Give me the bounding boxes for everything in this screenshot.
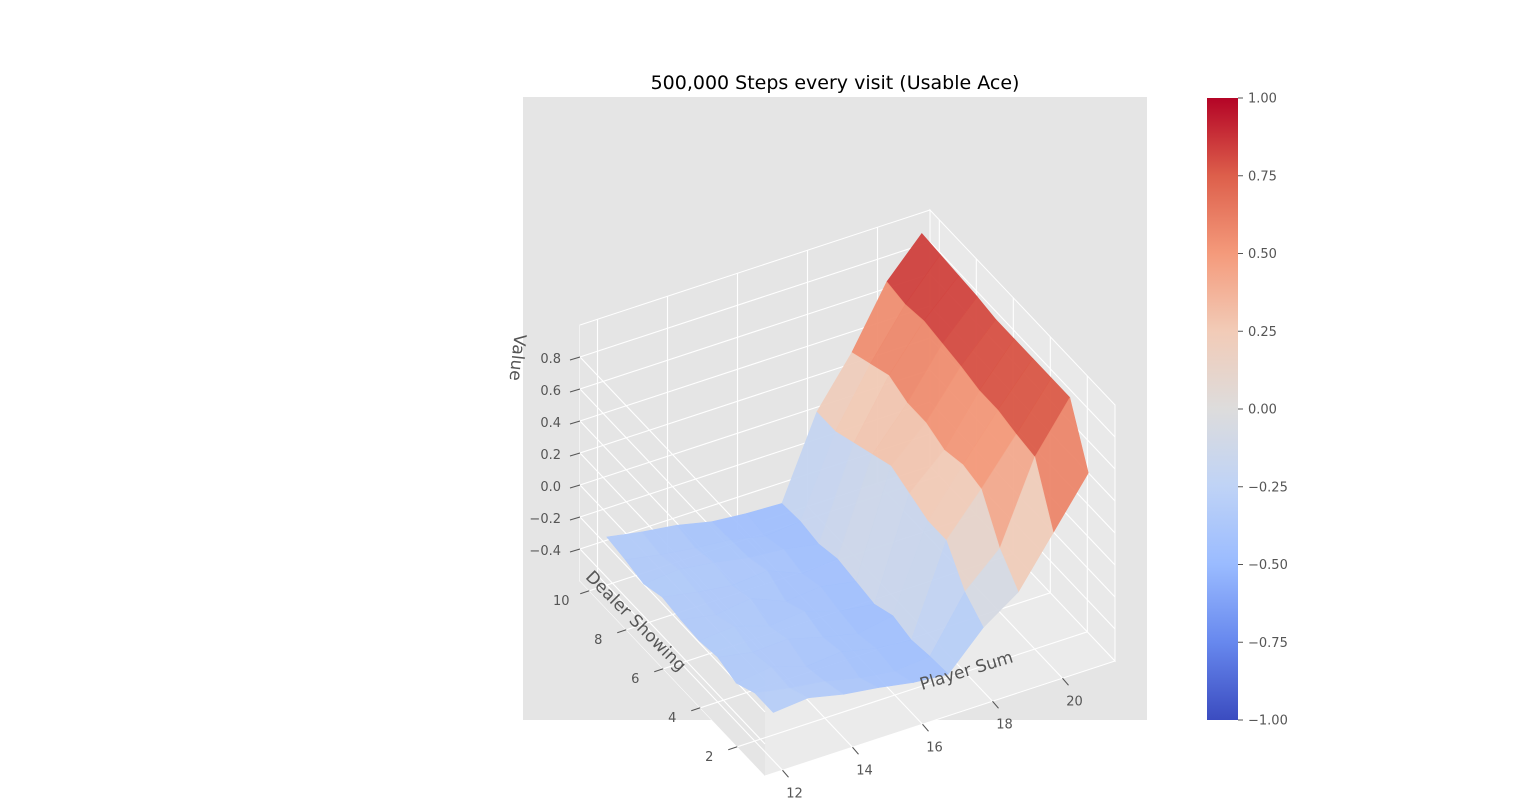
x-tick-mark — [922, 723, 929, 732]
z-axis-label: Value — [505, 333, 530, 382]
colorbar-tick-label: 1.00 — [1248, 92, 1277, 107]
z-tick-mark — [569, 452, 581, 457]
z-tick-label: 0.8 — [540, 352, 561, 367]
y-tick-mark — [728, 746, 738, 751]
colorbar-tick-label: −0.25 — [1248, 480, 1288, 495]
y-tick-mark — [654, 668, 664, 673]
x-tick-label: 18 — [996, 717, 1013, 732]
z-tick-mark — [569, 548, 581, 553]
y-tick-mark — [691, 707, 701, 712]
z-tick-label: 0.6 — [540, 384, 561, 399]
z-tick-label: −0.2 — [529, 512, 561, 527]
y-tick-mark — [617, 629, 627, 634]
y-tick-label: 2 — [705, 750, 713, 765]
x-tick-mark — [852, 746, 859, 755]
x-tick-mark — [782, 769, 789, 778]
z-tick-mark — [569, 388, 581, 393]
z-tick-mark — [569, 516, 581, 521]
x-tick-label: 20 — [1066, 694, 1083, 709]
colorbar-tick-label: 0.75 — [1248, 169, 1277, 184]
colorbar-tick-label: −0.75 — [1248, 636, 1288, 651]
colorbar-tick-label: −1.00 — [1248, 714, 1288, 729]
z-tick-label: 0.2 — [540, 448, 561, 463]
z-tick-mark — [569, 484, 581, 489]
colorbar-gradient — [1207, 98, 1238, 720]
z-tick-mark — [569, 420, 581, 425]
chart-title: 500,000 Steps every visit (Usable Ace) — [651, 72, 1020, 94]
x-gridline — [596, 319, 783, 771]
z-tick-label: −0.4 — [529, 544, 561, 559]
y-tick-label: 6 — [631, 672, 639, 687]
colorbar-tick-label: 0.00 — [1248, 403, 1277, 418]
x-tick-label: 16 — [926, 740, 943, 755]
surface — [606, 233, 1089, 713]
y-gridline — [737, 375, 1088, 748]
y-tick-label: 4 — [668, 711, 676, 726]
z-tick-label: 0.4 — [540, 416, 561, 431]
z-axis: Value −0.4 −0.2 0.0 0.2 0.4 0.6 0.8 — [505, 333, 581, 559]
colorbar: 1.00 0.75 0.50 0.25 0.00 −0.25 −0.50 −0.75 −1.00 — [1207, 92, 1288, 729]
x-tick-mark — [1062, 677, 1069, 686]
colorbar-tick-label: 0.50 — [1248, 247, 1277, 262]
y-tick-label: 10 — [553, 594, 570, 609]
x-tick-label: 14 — [856, 763, 873, 778]
surface-facet — [754, 687, 809, 713]
z-tick-mark — [569, 356, 581, 361]
z-tick-label: 0.0 — [540, 480, 561, 495]
x-tick-mark — [992, 700, 999, 709]
z-gridline — [579, 241, 1116, 553]
colorbar-tick-label: 0.25 — [1248, 325, 1277, 340]
x-tick-label: 12 — [786, 786, 803, 801]
y-tick-mark — [580, 590, 590, 595]
y-tick-label: 8 — [594, 633, 602, 648]
colorbar-tick-label: −0.50 — [1248, 558, 1288, 573]
